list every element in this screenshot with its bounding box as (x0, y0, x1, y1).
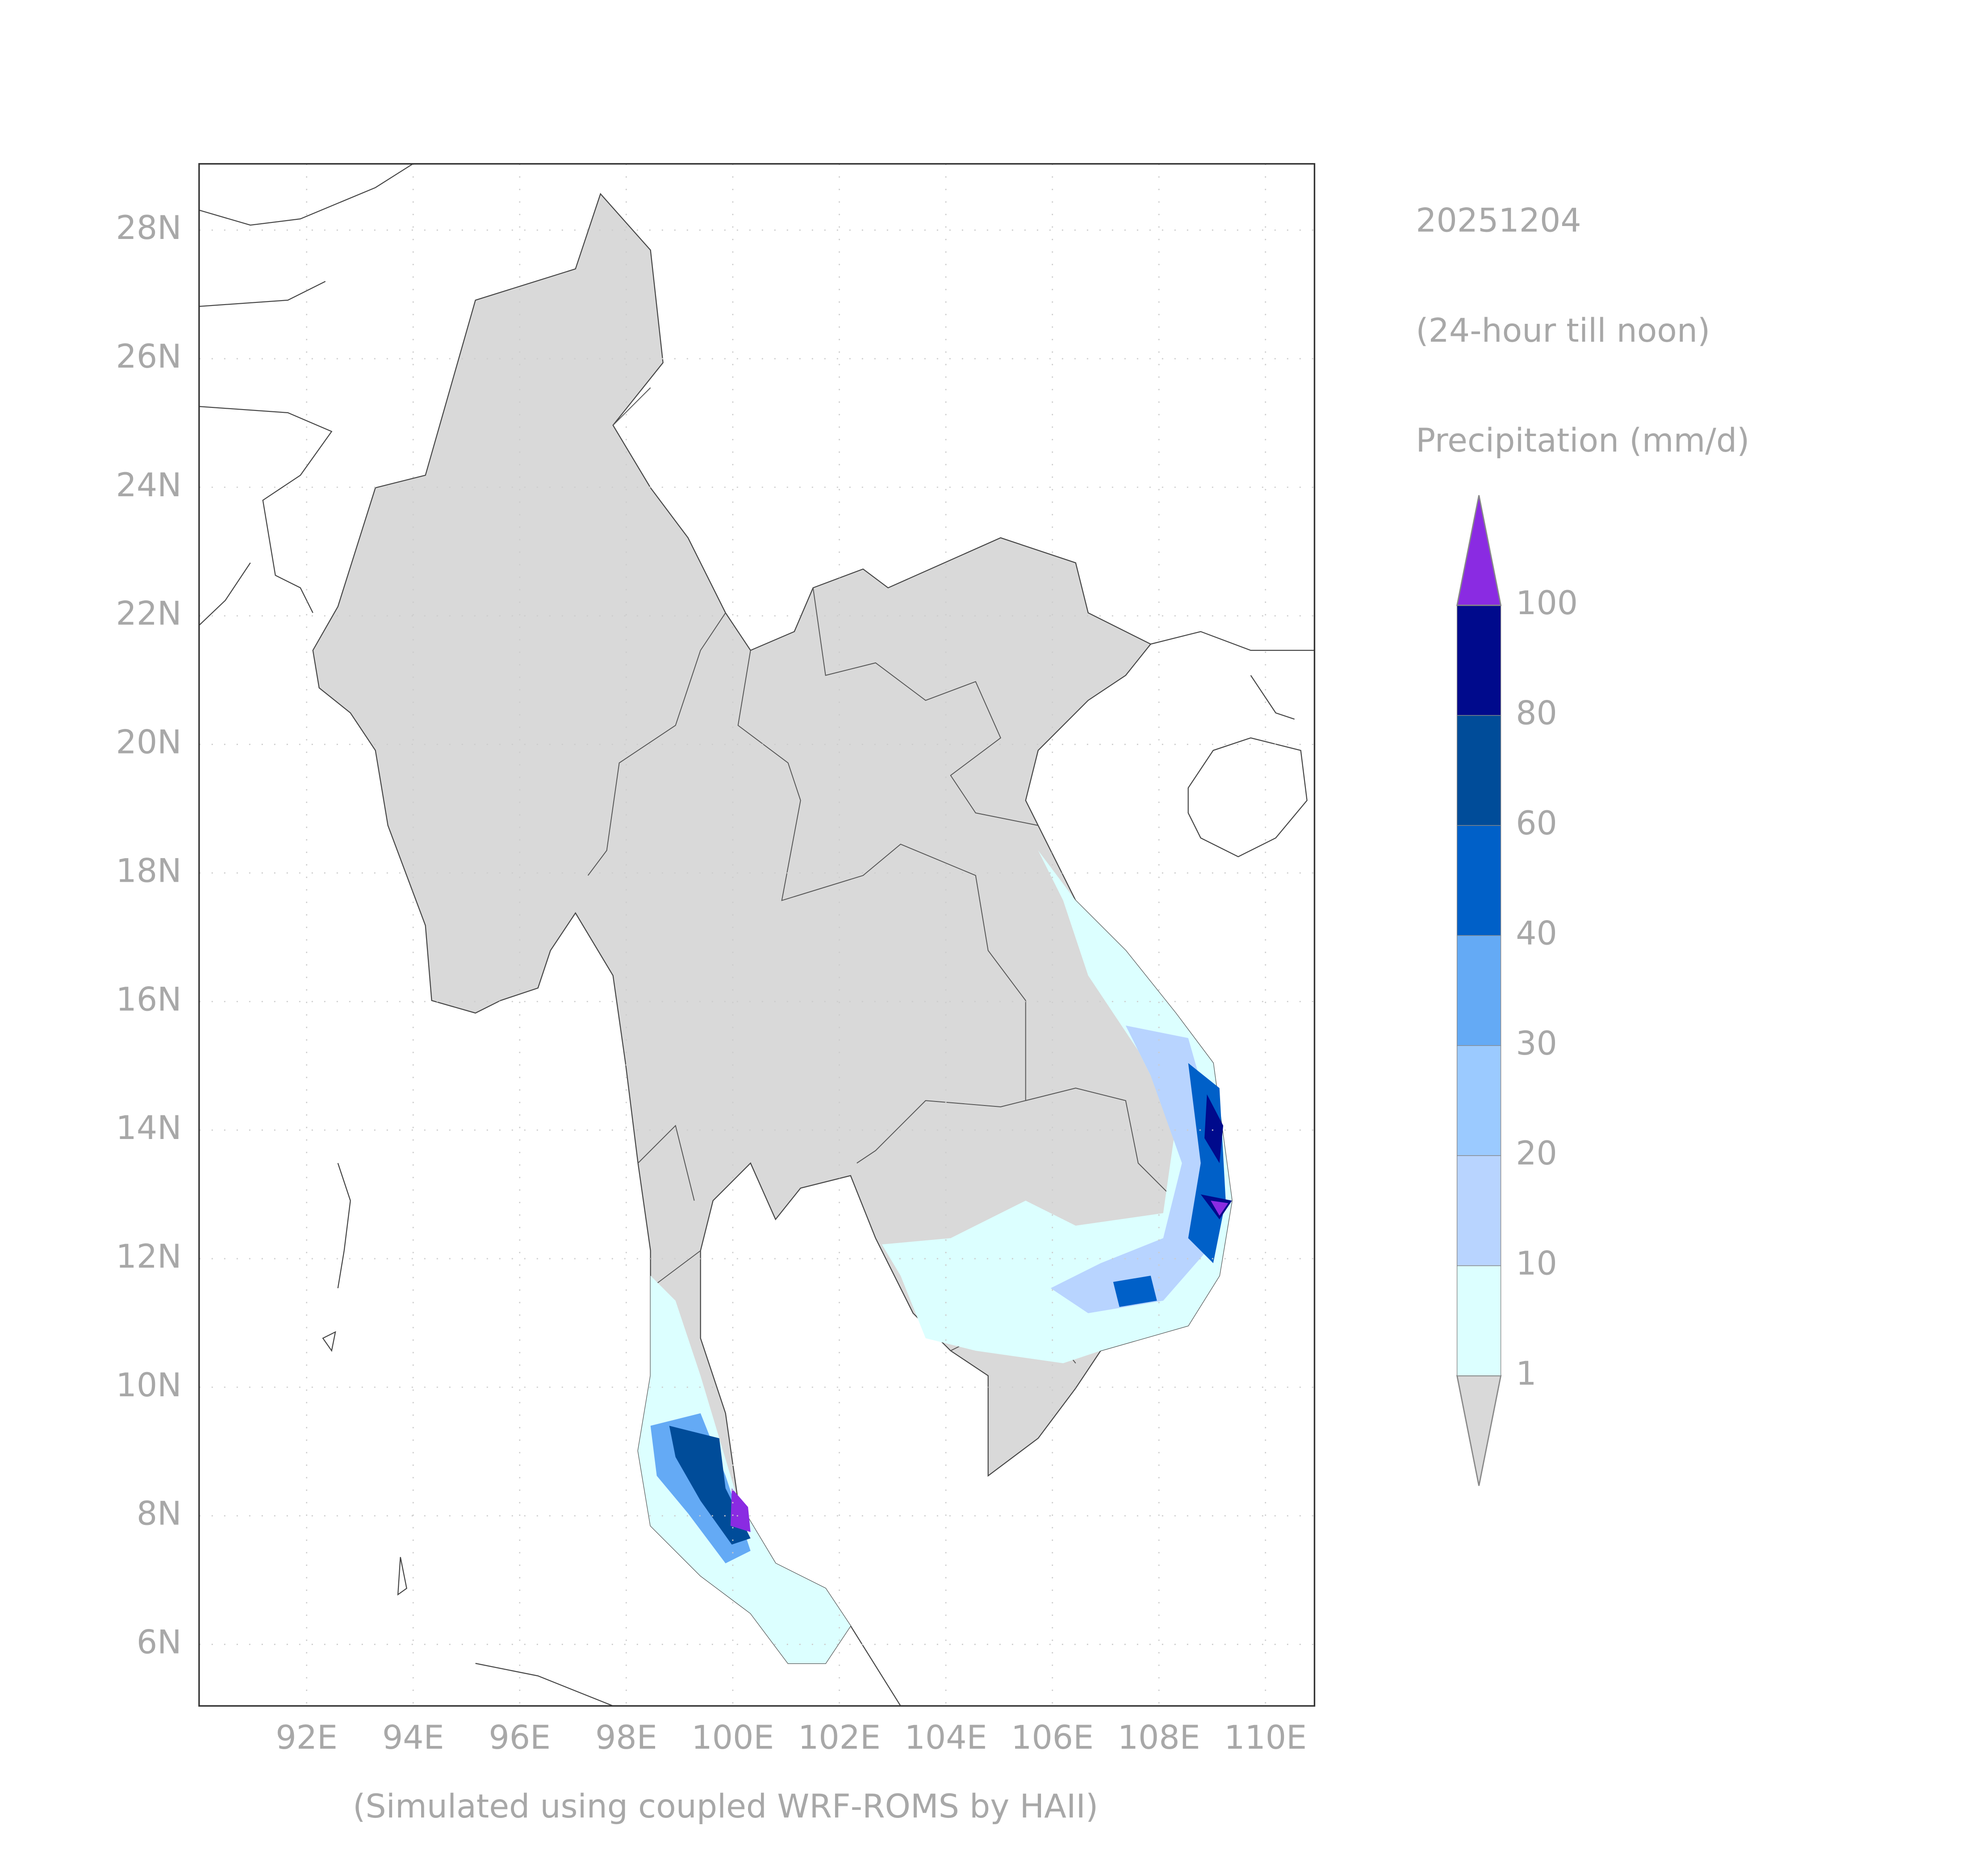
colorbar-above (1456, 495, 1502, 606)
colorbar-band (1456, 825, 1501, 936)
period-label: (24-hour till noon) (1416, 312, 1710, 350)
lat-tick-label: 22N (116, 595, 182, 633)
footer-note: (Simulated using coupled WRF-ROMS by HAI… (353, 1788, 1098, 1826)
precip-band-1 (882, 850, 1232, 1363)
lat-tick-label: 26N (116, 338, 182, 376)
map-area (198, 163, 1316, 1707)
lat-tick-label: 24N (116, 466, 182, 504)
colorbar-band (1456, 1155, 1501, 1266)
lat-tick-label: 6N (137, 1623, 182, 1661)
lat-tick-label: 12N (116, 1238, 182, 1276)
lon-tick-label: 104E (905, 1719, 987, 1757)
precip-band-1-south (638, 1276, 851, 1663)
lat-tick-label: 16N (116, 980, 182, 1018)
lat-tick-label: 28N (116, 209, 182, 247)
colorbar: 1 10 20 30 40 60 80 100 (1456, 495, 1578, 1486)
lat-tick-label: 20N (116, 724, 182, 762)
colorbar-band (1456, 605, 1501, 716)
lon-tick-label: 108E (1118, 1719, 1200, 1757)
date-label: 20251204 (1416, 201, 1581, 239)
colorbar-label: 20 (1516, 1135, 1557, 1172)
lon-tick-label: 94E (382, 1719, 444, 1757)
colorbar-band (1456, 1045, 1501, 1156)
colorbar-band (1456, 715, 1501, 826)
colorbar-label: 40 (1516, 914, 1557, 952)
colorbar-label: 10 (1516, 1245, 1557, 1283)
colorbar-label: 30 (1516, 1025, 1557, 1063)
lon-tick-label: 96E (489, 1719, 551, 1757)
lat-tick-label: 10N (116, 1366, 182, 1404)
lon-tick-label: 106E (1011, 1719, 1094, 1757)
precip-band-5 (1113, 1063, 1226, 1307)
colorbar-label: 80 (1516, 695, 1557, 733)
colorbar-label: 100 (1516, 584, 1578, 622)
colorbar-label: 1 (1516, 1355, 1536, 1393)
lat-tick-label: 14N (116, 1109, 182, 1147)
axis-labels: 28N 26N 24N 22N 20N 18N 16N 14N 12N 10N 8N 6N 92E 94E… (116, 209, 1307, 1757)
coastlines (199, 163, 1315, 1707)
precip-band-7 (1200, 1094, 1232, 1219)
lon-tick-label: 98E (595, 1719, 657, 1757)
lon-tick-label: 100E (691, 1719, 774, 1757)
lat-tick-label: 18N (116, 852, 182, 890)
map-frame (198, 163, 1316, 1707)
colorbar-band (1456, 1265, 1501, 1376)
precipitation (638, 850, 1232, 1663)
colorbar-band (1456, 935, 1501, 1046)
lon-tick-label: 110E (1224, 1719, 1307, 1757)
lat-tick-label: 8N (137, 1495, 182, 1533)
precip-band-6 (669, 1426, 751, 1545)
precip-band-2 (1050, 1026, 1213, 1313)
lon-tick-label: 92E (276, 1719, 338, 1757)
variable-label: Precipitation (mm/d) (1416, 422, 1749, 460)
lon-tick-label: 102E (798, 1719, 881, 1757)
colorbar-label: 60 (1516, 804, 1557, 842)
